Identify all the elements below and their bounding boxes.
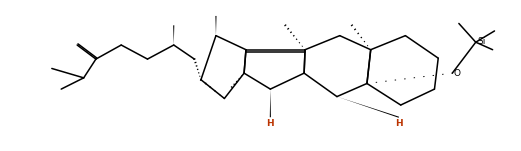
Text: O: O — [453, 69, 460, 78]
Polygon shape — [173, 25, 175, 45]
Text: Si: Si — [478, 37, 486, 46]
Polygon shape — [270, 89, 271, 117]
Text: H: H — [395, 119, 403, 128]
Polygon shape — [337, 97, 399, 118]
Text: H: H — [267, 119, 274, 128]
Polygon shape — [215, 16, 217, 36]
